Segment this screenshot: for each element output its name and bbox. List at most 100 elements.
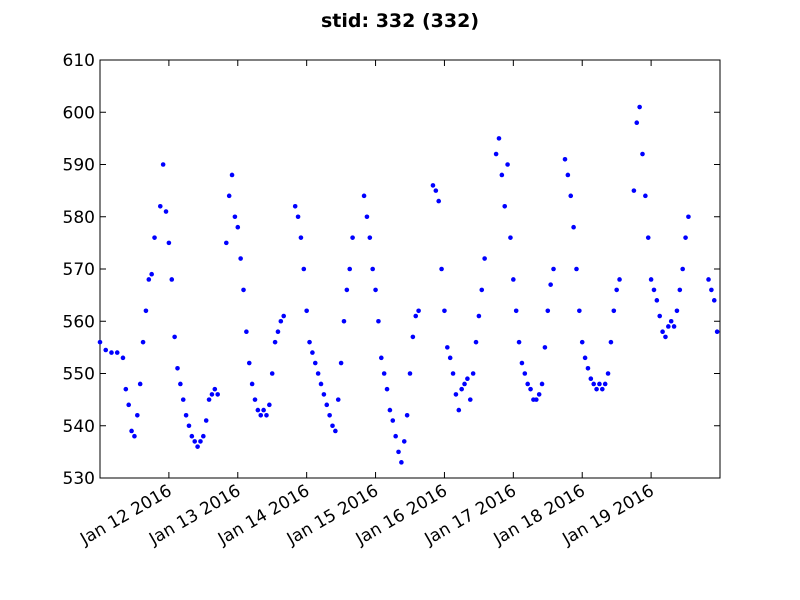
data-point	[447, 355, 453, 361]
data-point	[522, 371, 528, 376]
data-point	[152, 235, 157, 240]
data-point	[281, 313, 287, 319]
data-point	[201, 433, 206, 439]
data-point	[617, 277, 622, 282]
y-tick-label: 540	[63, 417, 95, 437]
y-tick-label: 560	[63, 312, 95, 332]
data-point	[663, 334, 668, 340]
data-point	[413, 313, 419, 319]
data-point	[341, 318, 347, 324]
data-point	[258, 413, 264, 418]
data-point	[594, 386, 599, 392]
data-point	[668, 318, 674, 324]
y-tick-label: 550	[63, 365, 95, 385]
data-point	[462, 381, 467, 387]
data-point	[298, 235, 304, 240]
data-point	[511, 277, 516, 282]
data-point	[192, 439, 198, 444]
data-point	[169, 277, 175, 282]
data-point	[597, 381, 602, 387]
data-point	[508, 235, 513, 240]
data-point	[482, 256, 487, 261]
y-axis: 530 540 550 560 570 580 590 600 610	[63, 51, 720, 489]
data-point	[166, 240, 172, 246]
data-point	[450, 371, 456, 376]
data-point	[278, 318, 284, 324]
data-point	[433, 188, 439, 193]
data-point	[574, 266, 579, 272]
data-point	[304, 308, 309, 314]
data-point	[562, 156, 568, 162]
data-point	[146, 277, 152, 282]
data-point	[384, 386, 390, 392]
data-point	[666, 324, 671, 329]
data-point	[473, 339, 479, 345]
data-point	[195, 444, 200, 449]
data-point	[295, 214, 301, 220]
data-point	[347, 266, 353, 272]
data-point	[310, 350, 315, 355]
data-point	[132, 433, 137, 439]
data-point	[496, 136, 502, 141]
data-point	[680, 266, 685, 272]
data-point	[157, 204, 163, 209]
data-point	[410, 334, 416, 340]
data-point	[416, 308, 421, 314]
data-point	[467, 397, 473, 402]
data-point	[711, 298, 717, 303]
data-point	[163, 209, 169, 214]
data-point	[539, 381, 545, 387]
data-point	[714, 329, 720, 335]
data-point	[235, 224, 241, 230]
data-point	[390, 418, 396, 423]
data-point	[585, 365, 591, 371]
data-point	[493, 151, 499, 157]
data-point	[321, 392, 327, 397]
data-point	[657, 313, 663, 319]
data-point	[149, 271, 154, 277]
data-point	[364, 214, 370, 220]
data-point	[499, 172, 505, 178]
data-point	[470, 371, 476, 376]
data-point	[198, 439, 203, 444]
y-tick-label: 530	[63, 469, 95, 489]
data-point	[565, 172, 571, 178]
data-point	[327, 413, 332, 418]
data-point	[264, 413, 269, 418]
data-point	[335, 397, 341, 402]
data-point	[275, 329, 281, 335]
data-point	[479, 287, 485, 293]
data-point	[442, 308, 447, 314]
data-point	[367, 235, 373, 240]
data-point	[637, 104, 642, 110]
data-point	[318, 381, 324, 387]
data-point	[648, 277, 654, 282]
data-point	[255, 407, 261, 413]
data-point	[103, 347, 109, 353]
data-point	[393, 433, 398, 439]
data-point	[272, 339, 278, 345]
data-point	[180, 397, 186, 402]
data-point	[232, 214, 238, 220]
data-point	[338, 360, 344, 366]
data-point	[140, 339, 146, 345]
data-point	[436, 198, 442, 204]
data-point	[453, 392, 459, 397]
data-point	[671, 324, 677, 329]
data-point	[640, 151, 645, 157]
chart-title: stid: 332 (332)	[321, 10, 479, 32]
data-point	[238, 256, 243, 261]
data-point	[674, 308, 680, 314]
data-point	[215, 392, 220, 397]
data-point	[519, 360, 525, 366]
data-point	[361, 193, 367, 199]
data-point	[183, 413, 189, 418]
plot-frame	[99, 59, 721, 479]
data-point	[605, 371, 611, 376]
data-point	[505, 162, 510, 167]
data-point	[591, 381, 596, 387]
data-point	[267, 402, 272, 408]
data-point	[614, 287, 619, 293]
data-point	[301, 266, 307, 272]
data-point	[212, 386, 218, 392]
